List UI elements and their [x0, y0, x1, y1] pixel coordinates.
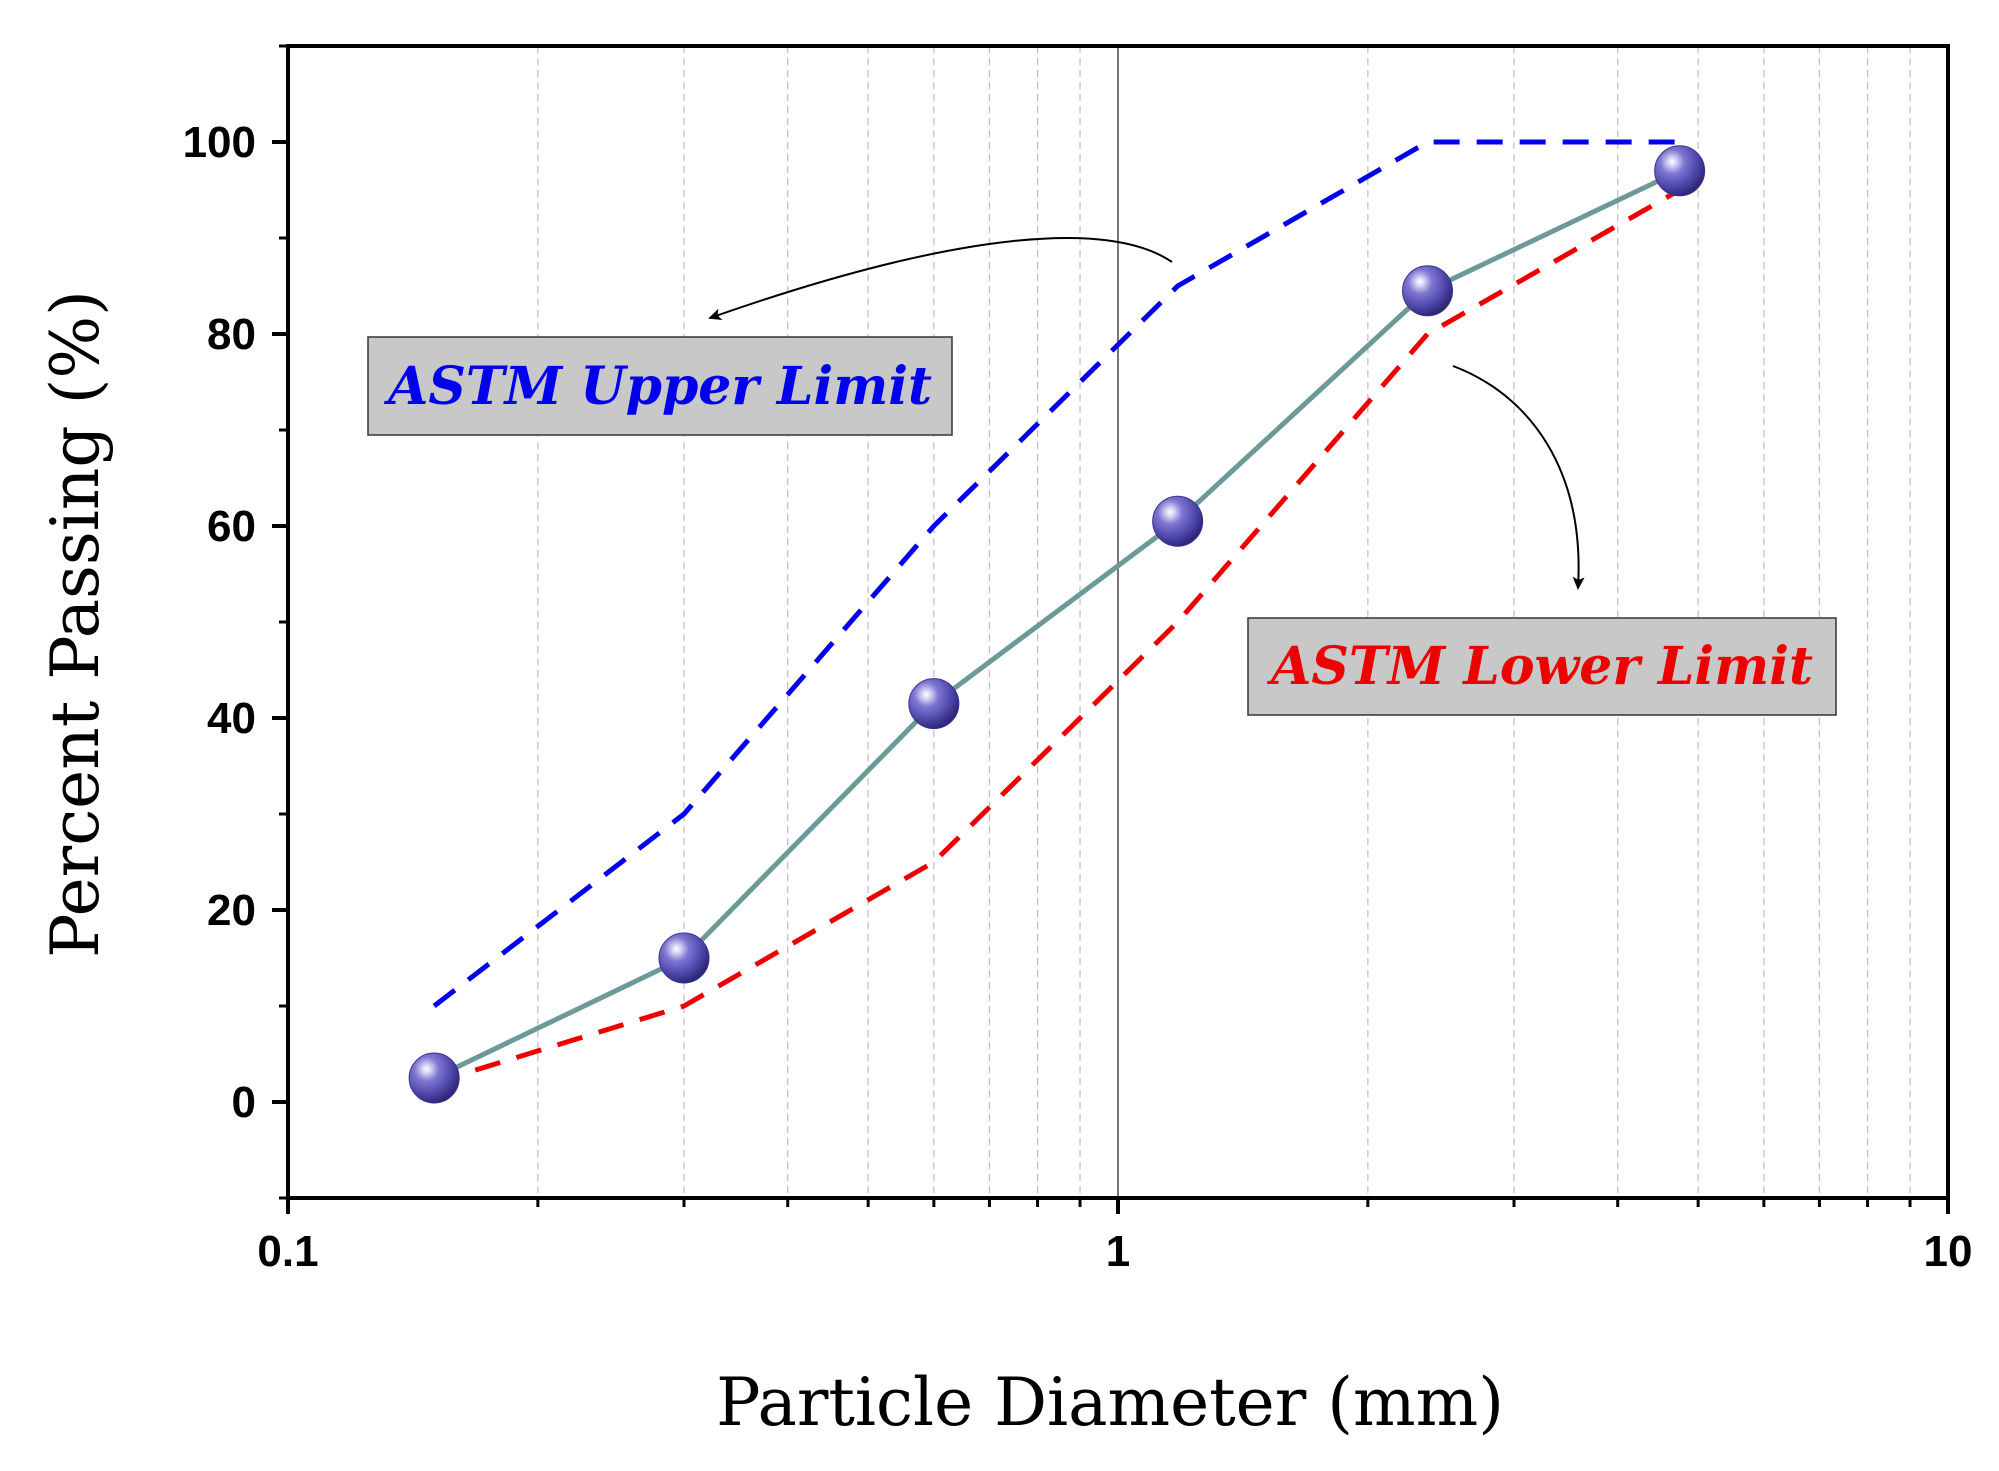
annotation-upper-arrow	[708, 237, 1173, 321]
series-line-astm-upper-limit	[432, 139, 1680, 1008]
series-line-sample-gradation	[433, 168, 1681, 1081]
annotation-upper-text: ASTM Upper Limit	[383, 356, 932, 417]
x-tick-label: 1	[1106, 1227, 1130, 1276]
y-tick-label: 60	[207, 502, 256, 551]
series-layer	[408, 139, 1706, 1104]
annotation-lower-arrow	[1452, 365, 1585, 590]
x-tick-label: 10	[1924, 1227, 1973, 1276]
annotation-upper-box	[367, 336, 953, 436]
data-point	[1654, 145, 1706, 197]
data-point	[408, 1052, 460, 1104]
annotation-upper-limit: ASTM Upper Limit	[367, 237, 1173, 436]
series-line-astm-lower-limit	[433, 187, 1681, 1086]
data-point	[908, 678, 960, 730]
axes: 0 20 40 60 80 100 0.1 1 10	[183, 44, 1973, 1276]
y-tick-label: 100	[183, 118, 256, 167]
y-tick-label: 40	[207, 694, 256, 743]
y-tick-label: 80	[207, 310, 256, 359]
data-point	[1402, 265, 1454, 317]
y-axis-title: Percent Passing (%)	[37, 290, 114, 958]
x-axis-title: Particle Diameter (mm)	[716, 1364, 1504, 1441]
data-point	[658, 932, 710, 984]
y-tick-label: 0	[232, 1078, 256, 1127]
y-tick-label: 20	[207, 886, 256, 935]
x-tick-label: 0.1	[257, 1227, 318, 1276]
annotation-lower-text: ASTM Lower Limit	[1266, 636, 1813, 697]
annotation-lower-limit: ASTM Lower Limit	[1247, 365, 1837, 716]
data-point	[1152, 495, 1204, 547]
annotation-lower-box	[1247, 617, 1837, 716]
